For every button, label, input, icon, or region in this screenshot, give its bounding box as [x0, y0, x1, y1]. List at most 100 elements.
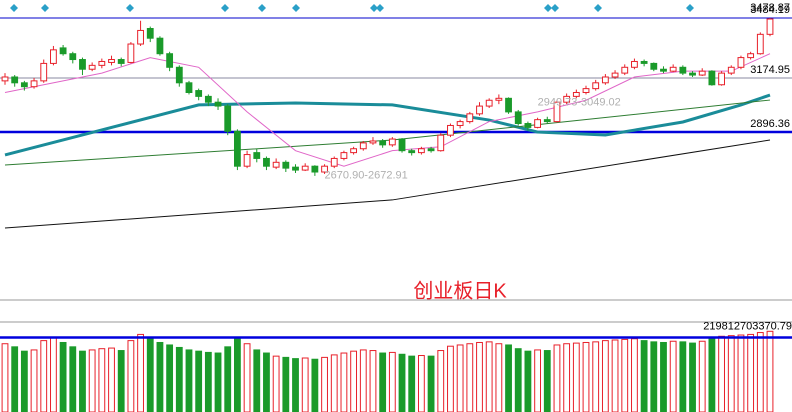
ma-line: [4, 139, 771, 229]
volume-bar: [631, 338, 638, 412]
candle-body: [388, 138, 396, 146]
candle-body: [708, 70, 716, 86]
volume-bar: [185, 349, 193, 412]
volume-bar: [679, 341, 687, 412]
volume-bar: [640, 340, 648, 412]
volume-bar: [727, 335, 735, 412]
candle-body: [650, 62, 658, 70]
volume-bar: [437, 350, 445, 412]
volume-bar: [756, 332, 764, 412]
volume-bar: [292, 358, 299, 412]
candle-body: [621, 66, 629, 74]
volume-bar: [534, 349, 542, 412]
volume-bar: [350, 350, 358, 412]
candle-body: [311, 165, 319, 173]
volume-bar: [156, 341, 164, 412]
volume-bar: [427, 355, 435, 412]
candle-body: [11, 76, 19, 84]
candle-body: [98, 60, 106, 66]
candle-body: [553, 101, 561, 123]
candle-body: [476, 105, 483, 115]
chart-title: 创业板日K: [413, 279, 507, 302]
top-markers: [10, 4, 694, 12]
volume-bar: [1, 343, 9, 412]
volume-bar: [553, 344, 561, 412]
volume-bar: [621, 338, 629, 412]
volume-bar: [108, 347, 115, 412]
volume-bar: [408, 355, 416, 412]
candle-body: [679, 66, 687, 74]
candle-body: [185, 82, 193, 94]
volume-bar: [572, 342, 580, 412]
volume-label: 219812703370.79: [703, 320, 792, 332]
candle-body: [718, 72, 725, 86]
candle-body: [631, 60, 638, 68]
candle-body: [447, 124, 454, 136]
candle-body: [592, 82, 600, 90]
candle-body: [505, 97, 512, 113]
volume-bar: [447, 345, 454, 412]
candle-body: [611, 72, 619, 78]
candle-body: [640, 60, 648, 64]
candle-body: [689, 72, 696, 76]
candle-body: [727, 66, 735, 74]
volume-bar: [543, 350, 551, 412]
candle-body: [108, 59, 115, 63]
candle-body: [514, 111, 522, 125]
volume-bar: [582, 341, 590, 412]
volume-bar: [79, 350, 86, 412]
candle-body: [30, 80, 38, 88]
candle-body: [292, 166, 299, 171]
candle-body: [534, 119, 542, 128]
volume-bar: [69, 346, 77, 412]
candle-body: [137, 29, 144, 45]
candle-body: [466, 113, 474, 123]
volume-bar: [718, 335, 725, 412]
candle-body: [747, 53, 755, 59]
volume-bar: [698, 340, 706, 412]
volume-bar: [59, 341, 67, 412]
candle-body: [698, 70, 706, 76]
volume-bar: [689, 342, 696, 412]
candle-body: [214, 101, 222, 107]
candle-body: [20, 82, 28, 88]
candle-body: [427, 148, 435, 152]
volume-bar: [340, 352, 348, 412]
candle-body: [417, 148, 425, 154]
volume-bar: [495, 343, 503, 412]
volume-bar: [11, 346, 19, 412]
candle-body: [543, 119, 551, 123]
candle-body: [234, 130, 241, 167]
volume-bar: [243, 343, 251, 412]
volume-bar: [505, 344, 512, 412]
volume-bar: [592, 341, 600, 412]
candle-body: [263, 157, 270, 167]
volume-bar: [20, 350, 28, 412]
candle-body: [437, 134, 445, 152]
volume-bar: [117, 350, 125, 412]
candle-body: [282, 161, 290, 169]
volume-bar: [234, 338, 241, 412]
volume-bar: [398, 353, 406, 412]
volume-bar: [175, 346, 183, 412]
candle-body: [1, 76, 9, 82]
candle-body: [330, 157, 338, 167]
candle-body: [582, 88, 590, 94]
volume-bar: [301, 357, 309, 412]
volume-bar: [747, 333, 755, 412]
ma-line: [4, 93, 771, 157]
candle-body: [601, 76, 609, 84]
volume-bar: [253, 349, 261, 412]
volume-bar: [369, 350, 377, 412]
volume-bar: [563, 343, 571, 412]
volume-bar: [417, 355, 425, 412]
volume-bar: [737, 334, 745, 412]
candle-body: [195, 90, 203, 97]
volume-bar: [98, 348, 106, 412]
volume-bar: [88, 349, 96, 412]
candle-body: [408, 150, 416, 154]
volume-bar: [524, 350, 532, 412]
volume-bar: [214, 352, 222, 412]
candle-body: [660, 68, 667, 72]
candle-body: [340, 152, 348, 159]
